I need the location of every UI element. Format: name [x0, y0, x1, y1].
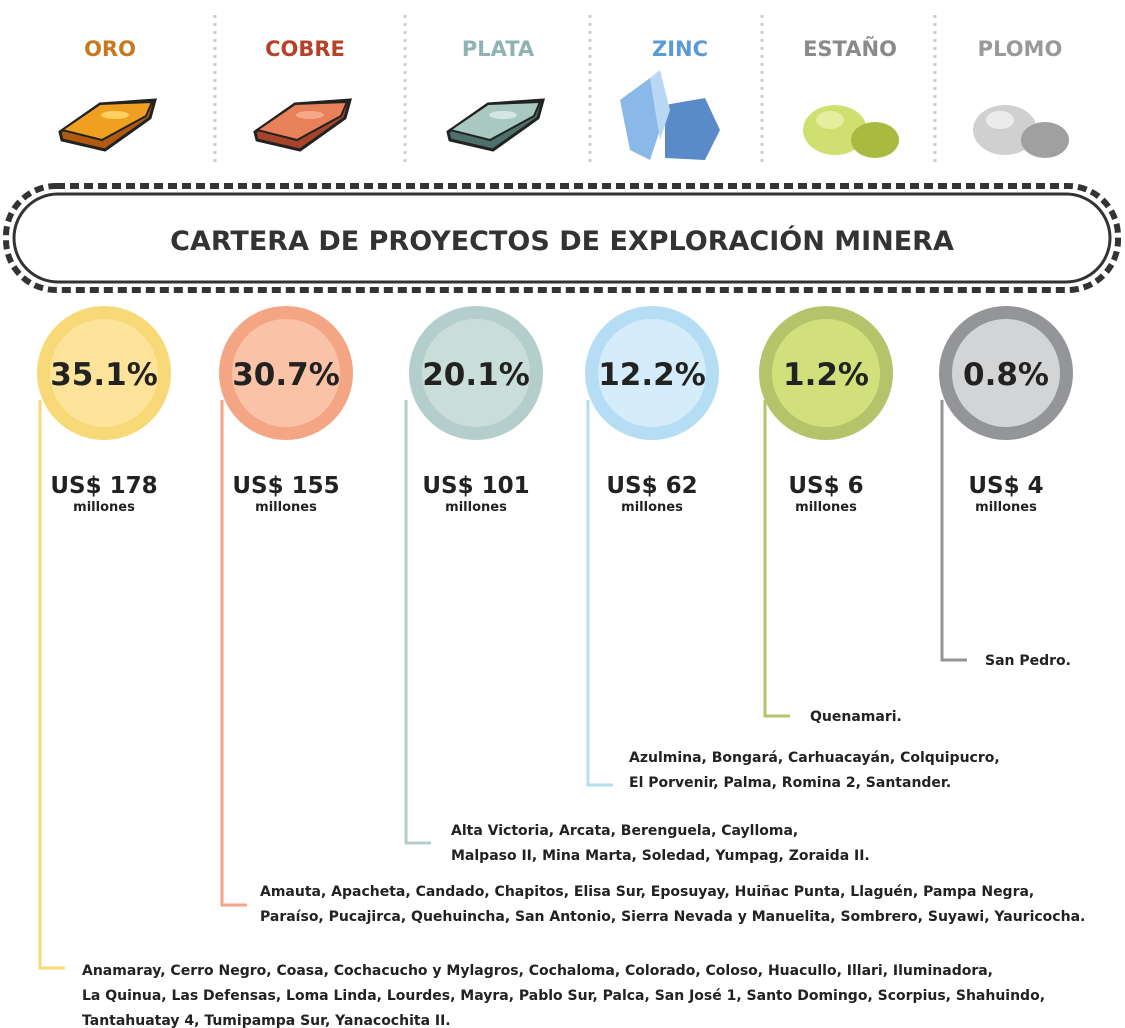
- projects: Paraíso, Pucajirca, Quehuincha, San Anto…: [260, 909, 1085, 925]
- percent: 1.2%: [783, 357, 869, 393]
- unit: millones: [73, 500, 135, 515]
- connector: [38, 400, 65, 970]
- projects: Malpaso II, Mina Marta, Soledad, Yumpag,…: [451, 848, 870, 864]
- mineral-name: COBRE: [265, 37, 345, 61]
- icon: [296, 111, 324, 119]
- amount: US$ 155: [232, 473, 339, 499]
- icon: [986, 111, 1014, 129]
- unit: millones: [975, 500, 1037, 515]
- unit: millones: [445, 500, 507, 515]
- connector: [763, 400, 790, 718]
- amount: US$ 4: [968, 473, 1043, 499]
- percent-disc: [232, 319, 340, 427]
- projects: San Pedro.: [985, 653, 1071, 669]
- amount: US$ 6: [788, 473, 863, 499]
- projects: Anamaray, Cerro Negro, Coasa, Cochacucho…: [82, 963, 993, 979]
- projects: Tantahuatay 4, Tumipampa Sur, Yanacochit…: [82, 1013, 451, 1028]
- projects: El Porvenir, Palma, Romina 2, Santander.: [629, 775, 951, 791]
- percent: 20.1%: [422, 357, 530, 393]
- amount: US$ 62: [606, 473, 697, 499]
- percent: 35.1%: [50, 357, 158, 393]
- percent-disc: [50, 319, 158, 427]
- percent: 0.8%: [963, 357, 1049, 393]
- connector: [586, 400, 613, 787]
- projects: La Quinua, Las Defensas, Loma Linda, Lou…: [82, 988, 1045, 1004]
- unit: millones: [621, 500, 683, 515]
- mineral-name: ESTAÑO: [803, 36, 897, 61]
- unit: millones: [255, 500, 317, 515]
- unit: millones: [795, 500, 857, 515]
- mineral-name: PLATA: [462, 37, 535, 61]
- amount: US$ 178: [50, 473, 157, 499]
- icon: [650, 70, 670, 140]
- mineral-name: PLOMO: [978, 37, 1063, 61]
- icon: [851, 122, 899, 158]
- icon: [1021, 122, 1069, 158]
- icon: [665, 98, 720, 160]
- icon: [816, 111, 844, 129]
- percent: 30.7%: [232, 357, 340, 393]
- connector: [220, 400, 247, 907]
- percent-disc: [598, 319, 706, 427]
- mineral-name: ORO: [84, 37, 136, 61]
- icon: [254, 100, 349, 142]
- percent-disc: [422, 319, 530, 427]
- icon: [489, 111, 517, 119]
- projects: Amauta, Apacheta, Candado, Chapitos, Eli…: [260, 884, 1034, 900]
- projects: Alta Victoria, Arcata, Berenguela, Cayll…: [451, 823, 798, 839]
- mineral-name: ZINC: [652, 37, 708, 61]
- projects: Azulmina, Bongará, Carhuacayán, Colquipu…: [629, 750, 1000, 766]
- connector: [404, 400, 431, 845]
- amount: US$ 101: [422, 473, 529, 499]
- percent-disc: [772, 319, 880, 427]
- percent: 12.2%: [598, 357, 706, 393]
- connector: [940, 400, 967, 662]
- separators: [213, 15, 937, 165]
- icon: [447, 100, 542, 142]
- projects: Quenamari.: [810, 709, 902, 725]
- percent-disc: [952, 319, 1060, 427]
- banner: CARTERA DE PROYECTOS DE EXPLORACIÓN MINE…: [3, 183, 1121, 293]
- icon: [59, 100, 154, 142]
- icon: [101, 111, 129, 119]
- title: CARTERA DE PROYECTOS DE EXPLORACIÓN MINE…: [170, 225, 954, 257]
